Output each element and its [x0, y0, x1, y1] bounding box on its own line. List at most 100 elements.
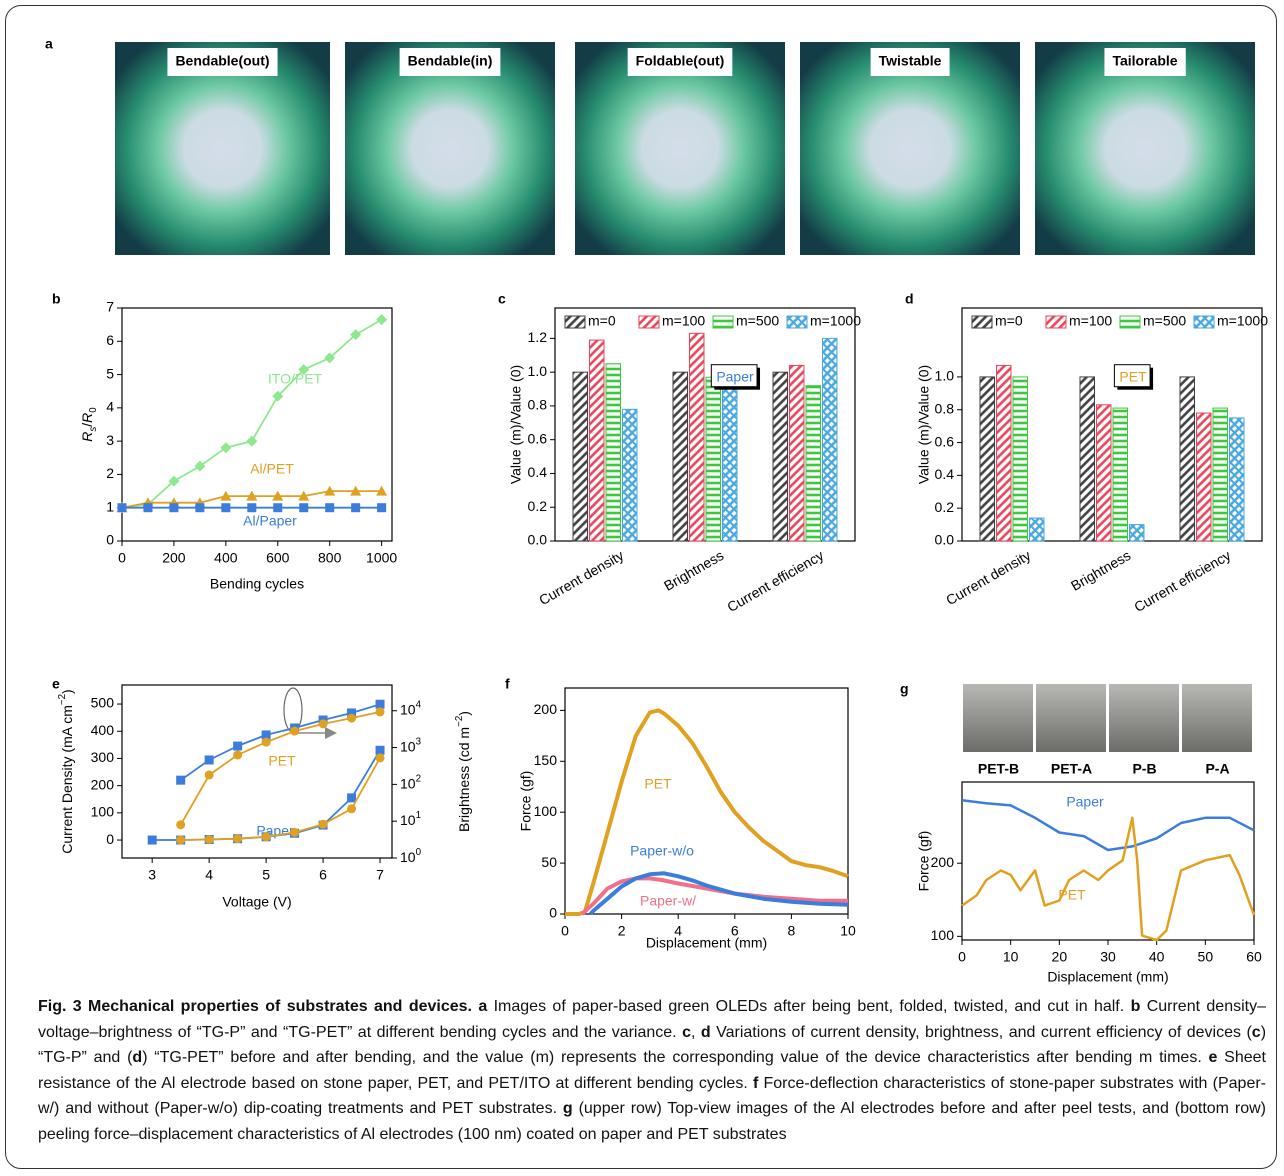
y-tick-label: 0: [549, 905, 557, 921]
legend-label: m=500: [1143, 313, 1186, 329]
caption-run: c: [682, 1024, 691, 1041]
marker: [221, 503, 230, 512]
legend-swatch: [639, 316, 659, 328]
marker: [233, 742, 242, 751]
bar: [1213, 408, 1228, 541]
x-axis-label: Displacement (mm): [1047, 969, 1168, 985]
category-label: Current density: [536, 547, 626, 608]
bar: [723, 384, 738, 541]
y-tick-label-part: 2: [416, 773, 421, 784]
legend-swatch: [1194, 316, 1214, 328]
x-tick-label: 1000: [366, 550, 397, 566]
y-axis-label-part: R: [79, 432, 95, 442]
marker: [205, 770, 214, 779]
panel-letter: b: [52, 291, 61, 307]
marker: [247, 503, 256, 512]
y-tick-label: 1: [106, 498, 114, 514]
legend-label: m=500: [736, 313, 779, 329]
x-axis-label: Voltage (V): [222, 894, 291, 910]
bar: [806, 386, 821, 541]
bar: [623, 409, 638, 541]
x-tick-label: 8: [788, 923, 796, 939]
bar: [690, 333, 705, 541]
photo-label: Foldable(out): [636, 53, 725, 69]
legend-swatch: [565, 316, 585, 328]
sample-image: [1109, 684, 1179, 752]
caption-run: ) “TG-PET” before and after bending, and…: [142, 1049, 1208, 1066]
photo-label: Tailorable: [1112, 53, 1177, 69]
marker: [290, 727, 299, 736]
y-tick-label: 0: [106, 831, 114, 847]
x-axis-label: Displacement (mm): [646, 935, 767, 951]
caption-run: Images of paper-based green OLEDs after …: [487, 998, 1130, 1015]
bar: [1080, 377, 1095, 541]
marker: [176, 776, 185, 785]
y-tick-label-part: 10: [400, 812, 416, 828]
y-tick-label: 6: [106, 332, 114, 348]
marker: [220, 442, 231, 453]
y-tick-label: 300: [91, 749, 115, 765]
x-tick-label: 200: [162, 550, 186, 566]
data-line: [962, 800, 1254, 850]
caption-run: Fig. 3 Mechanical properties of substrat…: [38, 998, 472, 1015]
marker: [347, 804, 356, 813]
marker: [376, 314, 387, 325]
x-tick-label: 30: [1100, 949, 1116, 965]
y-tick-label: 1.2: [528, 329, 548, 345]
y-tick-label: 0.2: [528, 498, 548, 514]
caption: Fig. 3 Mechanical properties of substrat…: [38, 994, 1266, 1148]
bar: [997, 365, 1012, 541]
x-tick-label: 400: [214, 550, 238, 566]
marker: [233, 750, 242, 759]
figure-svg: aBendable(out)Bendable(in)Foldable(out)T…: [0, 0, 1284, 990]
marker: [176, 836, 185, 845]
y-tick-label: 103: [400, 737, 422, 755]
marker: [319, 719, 328, 728]
marker: [351, 503, 360, 512]
legend-swatch: [1046, 316, 1066, 328]
x-tick-label: 800: [318, 550, 342, 566]
category-label: Current efficiency: [724, 547, 826, 615]
image-label: PET-B: [978, 761, 1019, 777]
bar: [1113, 408, 1128, 541]
y-tick-label: 0.0: [935, 532, 955, 548]
x-tick-label: 20: [1052, 949, 1068, 965]
photo-label: Bendable(out): [175, 53, 269, 69]
panel-letter: c: [498, 291, 506, 307]
category-label: Current density: [943, 547, 1033, 608]
x-tick-label: 50: [1198, 949, 1214, 965]
series-label: Paper-w/o: [630, 843, 694, 859]
y-tick-label: 500: [91, 695, 115, 711]
category-label: Brightness: [1068, 547, 1133, 594]
y-tick-label: 400: [91, 722, 115, 738]
bar: [673, 372, 688, 541]
panel-letter: f: [505, 676, 510, 692]
marker: [376, 707, 385, 716]
y-tick-label: 104: [400, 700, 422, 718]
marker: [143, 503, 152, 512]
legend-swatch: [713, 316, 733, 328]
bar: [573, 372, 588, 541]
marker: [194, 461, 205, 472]
panel-letter: g: [900, 681, 909, 697]
bar: [1013, 377, 1028, 541]
y-tick-label-part: 10: [400, 775, 416, 791]
marker: [347, 793, 356, 802]
marker: [246, 436, 257, 447]
y-tick-label: 200: [931, 854, 955, 870]
bar: [790, 365, 805, 541]
bar: [606, 364, 621, 541]
y-tick-label: 200: [534, 701, 558, 717]
y-tick-label: 200: [91, 776, 115, 792]
annotation: PET: [1119, 369, 1147, 385]
y-tick-label: 0.6: [528, 430, 548, 446]
series-label: Al/Paper: [243, 513, 297, 529]
y-tick-label: 0.4: [528, 464, 548, 480]
marker: [169, 503, 178, 512]
y-tick-label-part: 0: [416, 847, 422, 858]
y2-axis-label-part: −2: [454, 716, 465, 727]
x-tick-label: 0: [118, 550, 126, 566]
y-tick-label: 0.6: [935, 433, 955, 449]
category-label: Current efficiency: [1131, 547, 1233, 615]
y-tick-label: 102: [400, 773, 421, 791]
